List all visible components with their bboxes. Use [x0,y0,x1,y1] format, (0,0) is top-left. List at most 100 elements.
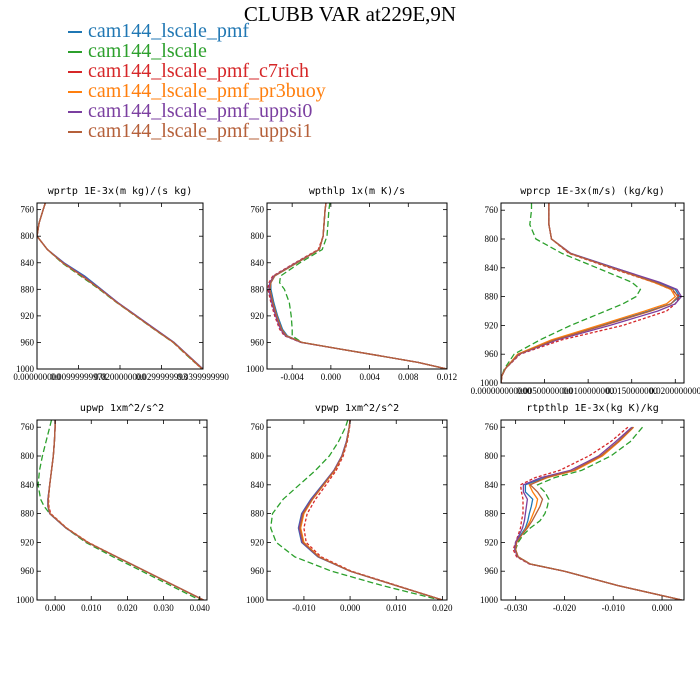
x-tick-label: 0.040 [190,603,211,613]
y-tick-label: 960 [485,349,499,359]
x-tick-label: 0.0399999990 [177,372,229,382]
legend-swatch [68,111,82,114]
plot-frame [500,419,685,601]
x-tick-label: 0.0200000000 [94,372,146,382]
x-tick-label: 0.00500000000 [516,386,573,396]
x-tick-label: 0.010 [386,603,407,613]
panel-title: wprcp 1E-3x(m/s) (kg/kg) [520,186,665,197]
y-tick-label: 1000 [16,595,35,605]
chart-title: CLUBB VAR at229E,9N [243,2,457,26]
y-tick-label: 1000 [246,595,265,605]
x-tick-label: 0.008 [398,372,419,382]
chart-panel: upwp 1xm^2/s^2 760 800 840 880 920 960 1000 0.00… [16,403,210,613]
x-tick-label: 0.020 [432,603,453,613]
series-line [501,203,677,383]
x-tick-label: 0.000000000 [13,372,61,382]
x-tick-label: 0.0299999993 [136,372,188,382]
x-tick-label: 0.000 [652,603,673,613]
series-line [37,203,203,369]
y-tick-label: 920 [485,537,499,547]
x-tick-label: -0.004 [281,372,305,382]
series-line [299,420,443,600]
y-tick-label: 960 [21,566,35,576]
series-line [269,203,447,369]
y-tick-label: 920 [21,311,35,321]
series-line [298,420,443,600]
y-tick-label: 800 [251,231,265,241]
legend-label: cam144_lscale_pmf_uppsi1 [88,120,313,142]
chart-panel: rtpthlp 1E-3x(kg K)/kg 760 800 840 880 920 960… [480,403,685,613]
legend-label: cam144_lscale_pmf_pr3buoy [88,80,326,102]
legend-item: cam144_lscale_pmf_pr3buoy [68,81,326,101]
x-tick-label: 0.030 [153,603,174,613]
panel-title: vpwp 1xm^2/s^2 [315,403,399,414]
series-line [267,203,447,369]
y-tick-label: 800 [485,451,499,461]
y-tick-label: 800 [485,234,499,244]
series-line [47,420,204,600]
series-line [270,203,447,369]
legend-item: cam144_lscale_pmf_uppsi1 [68,121,326,141]
y-tick-label: 840 [21,258,35,268]
legend-label: cam144_lscale_pmf [88,20,250,42]
legend-label: cam144_lscale_pmf_uppsi0 [88,100,313,122]
x-tick-label: 0.000 [321,372,342,382]
legend-swatch [68,91,82,94]
series-line [501,203,679,383]
x-tick-label: 0.0150000000 [606,386,658,396]
x-tick-label: -0.010 [602,603,626,613]
y-tick-label: 920 [485,320,499,330]
y-tick-label: 920 [251,537,265,547]
series-group [37,203,203,369]
chart-panel: vpwp 1xm^2/s^2 760 800 840 880 920 960 1000 -0.0… [246,403,453,613]
x-tick-label: 0.004 [359,372,380,382]
y-tick-label: 760 [485,422,499,432]
y-tick-label: 840 [251,258,265,268]
y-tick-label: 840 [251,480,265,490]
series-line [514,426,682,600]
series-line [37,203,203,369]
series-line [270,420,441,600]
y-tick-label: 920 [21,537,35,547]
plot-frame [36,419,208,601]
y-tick-label: 880 [21,509,35,519]
x-tick-label: 0.020 [117,603,138,613]
plot-frame [266,202,448,370]
series-line [501,203,683,383]
y-tick-label: 960 [251,337,265,347]
legend-item: cam144_lscale_pmf_c7rich [68,61,326,81]
series-line [37,203,203,369]
x-tick-label: -0.010 [292,603,316,613]
series-line [303,420,443,600]
y-tick-label: 760 [21,422,35,432]
y-tick-label: 1000 [480,595,499,605]
series-group [267,203,447,369]
y-tick-label: 800 [21,451,35,461]
x-tick-label: 0.0200000000 [649,386,700,396]
y-tick-label: 840 [485,480,499,490]
series-line [269,203,447,369]
y-tick-label: 880 [251,284,265,294]
y-tick-label: 760 [251,205,265,215]
series-line [37,203,203,369]
y-tick-label: 880 [251,509,265,519]
legend-item: cam144_lscale_pmf_uppsi0 [68,101,326,121]
y-tick-label: 920 [251,311,265,321]
y-tick-label: 880 [485,509,499,519]
panel-title: wpthlp 1x(m K)/s [309,186,405,197]
plot-frame [266,419,448,601]
y-tick-label: 760 [485,205,499,215]
x-tick-label: 0.00999999978 [50,372,107,382]
y-tick-label: 840 [21,480,35,490]
x-tick-label: 0.000 [45,603,66,613]
series-line [47,420,204,600]
plot-frame [500,202,685,384]
series-line [47,420,204,600]
y-tick-label: 1000 [480,378,499,388]
x-tick-label: 0.000 [340,603,361,613]
series-line [37,420,201,600]
panel-title: rtpthlp 1E-3x(kg K)/kg [526,403,658,414]
legend-swatch [68,31,82,34]
series-group [512,426,682,600]
